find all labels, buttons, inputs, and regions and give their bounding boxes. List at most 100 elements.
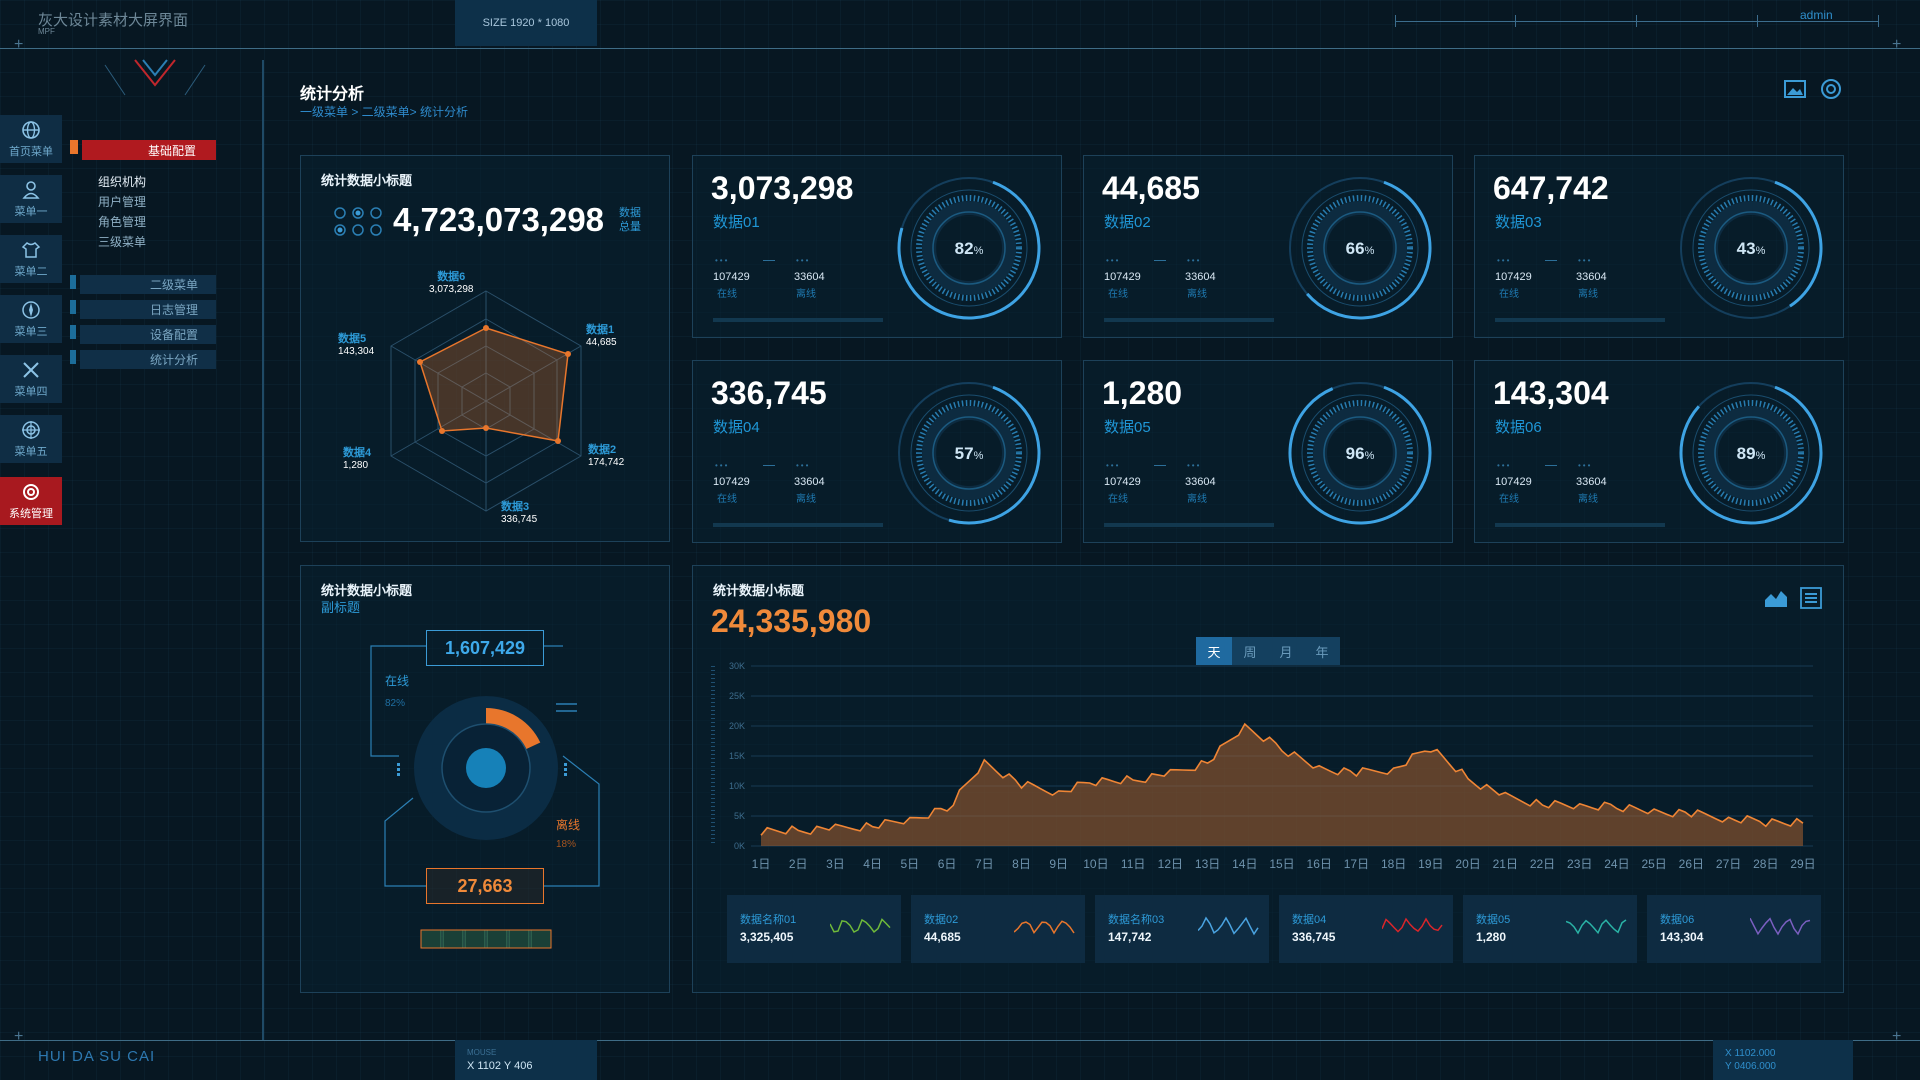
stat-label: 数据06 — [1495, 419, 1542, 436]
sidebar-item-menu2[interactable]: 菜单二 — [0, 235, 62, 283]
menu-item-devices[interactable]: 设备配置 — [80, 325, 216, 344]
x-tick-label: 29日 — [1790, 857, 1815, 871]
gauge-ring — [1323, 416, 1397, 490]
gauge-ring — [1714, 416, 1788, 490]
online-label: 在线 — [1499, 289, 1519, 300]
y-tick-label: 10K — [729, 781, 745, 791]
menu-item-level3[interactable]: 三级菜单 — [98, 235, 147, 249]
user-name[interactable]: admin — [1800, 8, 1833, 22]
stat-card[interactable]: 1,280 数据05 ••• ••• 107429 在线 33604 离线 96% — [1083, 360, 1453, 543]
legend-name: 数据06 — [1660, 914, 1695, 926]
settings-icon — [23, 483, 39, 500]
radar-axis-value: 44,685 — [586, 337, 617, 348]
gauge-ring — [1714, 211, 1788, 285]
gauge-ring — [922, 406, 1016, 500]
coordinate-readout: X 1102.000 Y 0406.000 — [1713, 1040, 1853, 1080]
list-icon[interactable] — [1800, 587, 1822, 609]
stat-card[interactable]: 44,685 数据02 ••• ••• 107429 在线 33604 离线 66% — [1083, 155, 1453, 338]
tab-month[interactable]: 月 — [1268, 637, 1304, 665]
stat-value: 44,685 — [1102, 170, 1200, 206]
radar-axis-value: 3,073,298 — [429, 284, 474, 295]
sparkline — [830, 918, 891, 933]
menu-item-stats[interactable]: 统计分析 — [80, 350, 216, 369]
progress-track — [1104, 318, 1274, 322]
tab-week[interactable]: 周 — [1232, 637, 1268, 665]
gauge-ring — [1301, 394, 1419, 512]
sparkline-line — [1382, 917, 1443, 933]
stat-card[interactable]: 336,745 数据04 ••• ••• 107429 在线 33604 离线 57% — [692, 360, 1062, 543]
stat-card[interactable]: 647,742 数据03 ••• ••• 107429 在线 33604 离线 43% — [1474, 155, 1844, 338]
stat-value: 1,280 — [1102, 375, 1183, 411]
menu-item-users[interactable]: 用户管理 — [98, 195, 147, 209]
sparkline-line — [1014, 920, 1075, 935]
online-value-box: 1,607,429 — [426, 630, 544, 666]
bottom-bar — [0, 1040, 1920, 1041]
offline-count: 33604 — [1185, 271, 1216, 283]
menu-section-basic-config[interactable]: 基础配置 — [82, 140, 216, 160]
progress-track — [1495, 318, 1665, 322]
gauge-ring — [910, 189, 1028, 307]
plus-icon: + — [14, 36, 24, 53]
radar-axis-value: 336,745 — [501, 514, 538, 525]
sidebar-item-menu1[interactable]: 菜单一 — [0, 175, 62, 223]
mouse-coords: X 1102 Y 406 — [467, 1060, 533, 1072]
menu-item-roles[interactable]: 角色管理 — [98, 215, 147, 229]
x-tick-label: 17日 — [1344, 857, 1369, 871]
y-tick-label: 15K — [729, 751, 745, 761]
online-percent: 82% — [385, 698, 406, 709]
x-tick-label: 10日 — [1083, 857, 1108, 871]
menu-item-level2[interactable]: 二级菜单 — [80, 275, 216, 294]
gauge-ring — [1301, 189, 1419, 307]
legend-card[interactable]: 数据名称01 3,325,405 — [727, 895, 901, 963]
tab-day[interactable]: 天 — [1196, 637, 1232, 665]
footer-brand: HUI DA SU CAI — [38, 1048, 156, 1065]
gauge-ring — [916, 195, 1022, 301]
legend-card[interactable]: 数据02 44,685 — [911, 895, 1085, 963]
menu-item-org[interactable]: 组织机构 — [98, 175, 147, 189]
dots-icon: ••• — [796, 256, 811, 265]
offline-count: 33604 — [794, 476, 825, 488]
breadcrumb[interactable]: 一级菜单 > 二级菜单> 统计分析 — [300, 105, 469, 119]
legend-name: 数据名称01 — [740, 914, 797, 926]
percent-gauge: 96% — [1288, 382, 1432, 525]
admin-line — [1395, 21, 1879, 22]
legend-card[interactable]: 数据04 336,745 — [1279, 895, 1453, 963]
sidebar-item-menu3[interactable]: 菜单三 — [0, 295, 62, 343]
legend-card[interactable]: 数据名称03 147,742 — [1095, 895, 1269, 963]
radar-panel: 统计数据小标题 4,723,073,298 数据 总量 数据6 3,073,298… — [300, 155, 670, 542]
area-chart-icon[interactable] — [1764, 588, 1788, 608]
stat-card[interactable]: 143,304 数据06 ••• ••• 107429 在线 33604 离线 89% — [1474, 360, 1844, 543]
x-tick-label: 28日 — [1753, 857, 1778, 871]
coord-y: Y 0406.000 — [1725, 1061, 1776, 1072]
plus-icon: + — [1892, 36, 1902, 53]
dots-icon: ••• — [1578, 256, 1593, 265]
divider — [1545, 465, 1557, 466]
x-tick-label: 12日 — [1158, 857, 1183, 871]
radar-axis-name: 数据5 — [338, 333, 367, 345]
progress-track — [713, 318, 883, 322]
legend-name: 数据名称03 — [1108, 914, 1165, 926]
percent-gauge: 66% — [1289, 177, 1432, 320]
x-tick-label: 25日 — [1641, 857, 1666, 871]
legend-card[interactable]: 数据06 143,304 — [1647, 895, 1821, 963]
sidebar-item-menu5[interactable]: 菜单五 — [0, 415, 62, 463]
legend-value: 1,280 — [1476, 930, 1507, 944]
image-icon[interactable] — [1784, 80, 1806, 98]
gauge-ring — [922, 201, 1016, 295]
divider — [763, 260, 775, 261]
legend-card[interactable]: 数据05 1,280 — [1463, 895, 1637, 963]
gauge-ring — [1313, 406, 1407, 500]
tab-year[interactable]: 年 — [1304, 637, 1340, 665]
menu-item-logs[interactable]: 日志管理 — [80, 300, 216, 319]
stat-card[interactable]: 3,073,298 数据01 ••• ••• 107429 在线 33604 离线 82% — [692, 155, 1062, 338]
trend-line — [760, 722, 1804, 836]
stat-value: 143,304 — [1493, 375, 1609, 411]
gauge-ring — [916, 400, 1022, 506]
legend-value: 147,742 — [1108, 930, 1152, 944]
ruler-tick — [1395, 15, 1396, 27]
size-tab: SIZE 1920 * 1080 — [455, 0, 597, 46]
settings-icon[interactable] — [1820, 78, 1842, 100]
sidebar-item-menu4[interactable]: 菜单四 — [0, 355, 62, 403]
sidebar-item-home[interactable]: 首页菜单 — [0, 115, 62, 163]
sidebar-item-system[interactable]: 系统管理 — [0, 477, 62, 525]
